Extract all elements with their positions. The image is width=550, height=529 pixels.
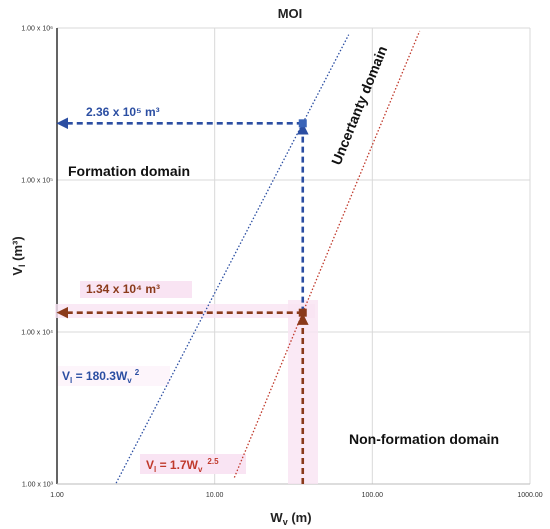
lower-label-highlight <box>80 281 192 298</box>
formation-domain-label: Formation domain <box>68 163 190 179</box>
y-axis-title-unit: (m³) <box>10 236 25 264</box>
x-tick-label: 100.00 <box>362 492 384 499</box>
red-equation-label: Vl = 1.7Wv 2.5 <box>146 457 219 474</box>
blue-equation-highlight <box>58 366 170 386</box>
x-axis-title: Wv (m) <box>270 510 311 527</box>
blue-power-curve <box>115 34 350 484</box>
red-eq-mid: = 1.7W <box>156 458 198 472</box>
y-axis-title-sub: l <box>17 264 27 267</box>
tick-labels: 1.00 10.00 100.00 1000.00 1.00 x 10³ 1.00 x 1… <box>21 26 543 500</box>
upper-point-marker <box>298 119 307 128</box>
x-tick-label: 10.00 <box>206 492 224 499</box>
x-axis-title-sub: v <box>283 517 288 527</box>
y-tick-label: 1.00 x 10⁶ <box>21 26 53 33</box>
guides <box>56 117 309 484</box>
blue-eq-mid: = 180.3W <box>72 369 128 383</box>
blue-eq-sup: 2 <box>135 368 140 377</box>
red-power-curve <box>233 30 421 478</box>
red-eq-main: V <box>146 458 154 472</box>
red-equation-highlight <box>140 454 246 474</box>
lower-point-marker <box>298 308 307 317</box>
x-tick-label: 1000.00 <box>517 492 542 499</box>
non-formation-domain-label: Non-formation domain <box>349 431 499 447</box>
red-eq-sub: l <box>154 465 156 474</box>
chart-title: MOI <box>278 6 303 21</box>
lower-guide-highlight <box>55 304 315 318</box>
uncertainty-domain-label: Uncertanty domain <box>328 44 390 168</box>
blue-eq-main: V <box>62 369 70 383</box>
x-axis-title-main: W <box>270 510 283 525</box>
y-axis-title: Vl (m³) <box>10 236 27 275</box>
blue-equation-label: Vl = 180.3Wv2 <box>62 368 140 385</box>
y-tick-label: 1.00 x 10⁵ <box>21 178 53 185</box>
y-axis-title-main: V <box>10 267 25 276</box>
y-tick-label: 1.00 x 10⁴ <box>21 330 53 337</box>
blue-eq-sub2: v <box>127 376 132 385</box>
red-eq-sup: 2.5 <box>207 457 219 466</box>
lower-volume-label: 1.34 x 10⁴ m³ <box>86 282 160 296</box>
series <box>115 30 421 484</box>
x-tick-label: 1.00 <box>50 492 64 499</box>
x-axis-title-unit: (m) <box>288 510 312 525</box>
upper-volume-label: 2.36 x 10⁵ m³ <box>86 105 160 119</box>
red-eq-sub2: v <box>198 465 203 474</box>
y-tick-label: 1.00 x 10³ <box>22 482 54 489</box>
grid <box>57 27 531 484</box>
blue-eq-sub: l <box>70 376 72 385</box>
